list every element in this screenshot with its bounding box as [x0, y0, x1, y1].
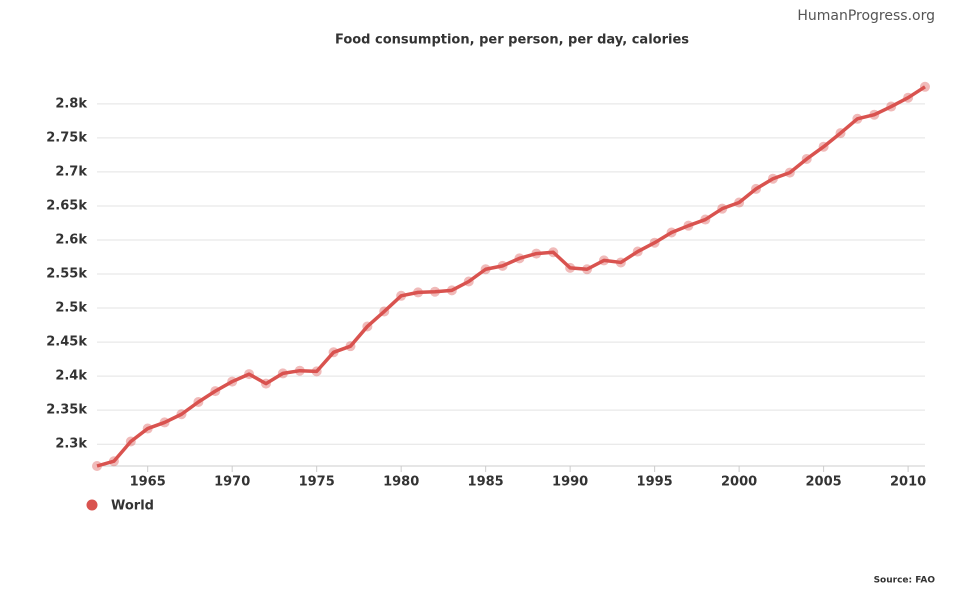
- x-tick-label: 1965: [130, 475, 166, 490]
- x-tick-label: 2010: [890, 475, 926, 490]
- point: [700, 214, 711, 225]
- point: [142, 423, 153, 434]
- x-tick-label: 1980: [383, 475, 419, 490]
- point: [666, 227, 677, 238]
- source: Source: FAO: [874, 576, 936, 586]
- x-tick-label: 1970: [214, 475, 250, 490]
- point: [615, 257, 626, 268]
- point: [108, 456, 119, 467]
- x-tick-label: 1995: [637, 475, 673, 490]
- y-tick-label: 2.6k: [55, 232, 87, 247]
- point: [734, 197, 745, 208]
- point: [413, 287, 424, 298]
- y-tick-label: 2.75k: [46, 130, 87, 145]
- y-tick-label: 2.65k: [46, 198, 87, 213]
- point: [717, 203, 728, 214]
- y-tick-label: 2.3k: [55, 437, 87, 452]
- point: [244, 369, 255, 380]
- point: [869, 109, 880, 120]
- point: [751, 183, 762, 194]
- point: [514, 253, 525, 264]
- point: [582, 264, 593, 275]
- point: [548, 247, 559, 258]
- legend-marker: [86, 499, 98, 511]
- point: [565, 262, 576, 273]
- point: [632, 246, 643, 257]
- x-tick-label: 2000: [721, 475, 757, 490]
- point: [920, 81, 930, 92]
- point: [683, 220, 694, 231]
- point: [649, 237, 660, 248]
- point: [903, 92, 914, 103]
- point: [835, 128, 846, 139]
- y-tick-label: 2.7k: [55, 164, 87, 179]
- y-tick-label: 2.8k: [55, 96, 87, 111]
- point: [210, 386, 221, 397]
- point: [92, 461, 102, 471]
- point: [480, 264, 491, 275]
- x-tick-label: 1990: [552, 475, 588, 490]
- y-tick-label: 2.55k: [46, 267, 87, 282]
- chart-title: Food consumption, per person, per day, c…: [335, 33, 689, 48]
- point: [429, 286, 440, 297]
- watermark: HumanProgress.org: [797, 8, 935, 24]
- point: [531, 248, 542, 259]
- y-tick-label: 2.5k: [55, 301, 87, 316]
- point: [379, 306, 390, 317]
- point: [260, 378, 271, 389]
- point: [193, 397, 204, 408]
- point: [176, 409, 187, 420]
- x-tick-label: 2005: [806, 475, 842, 490]
- point: [277, 368, 288, 379]
- point: [227, 376, 238, 387]
- point: [801, 153, 812, 164]
- y-tick-label: 2.35k: [46, 403, 87, 418]
- point: [125, 436, 136, 447]
- point: [311, 366, 322, 377]
- point: [328, 347, 339, 358]
- x-tick-label: 1975: [299, 475, 335, 490]
- point: [159, 417, 170, 428]
- y-tick-label: 2.4k: [55, 369, 87, 384]
- point: [345, 341, 356, 352]
- point: [886, 101, 897, 112]
- point: [497, 260, 508, 271]
- point: [598, 255, 609, 266]
- point: [852, 113, 863, 124]
- point: [784, 167, 795, 178]
- point: [294, 365, 305, 376]
- point: [446, 285, 457, 296]
- legend-label: World: [111, 499, 154, 514]
- point: [396, 290, 407, 301]
- point: [767, 173, 778, 184]
- x-tick-label: 1985: [468, 475, 504, 490]
- point: [362, 321, 373, 332]
- point: [818, 141, 829, 152]
- point: [463, 276, 474, 287]
- line: [96, 85, 926, 468]
- y-tick-label: 2.45k: [46, 335, 87, 350]
